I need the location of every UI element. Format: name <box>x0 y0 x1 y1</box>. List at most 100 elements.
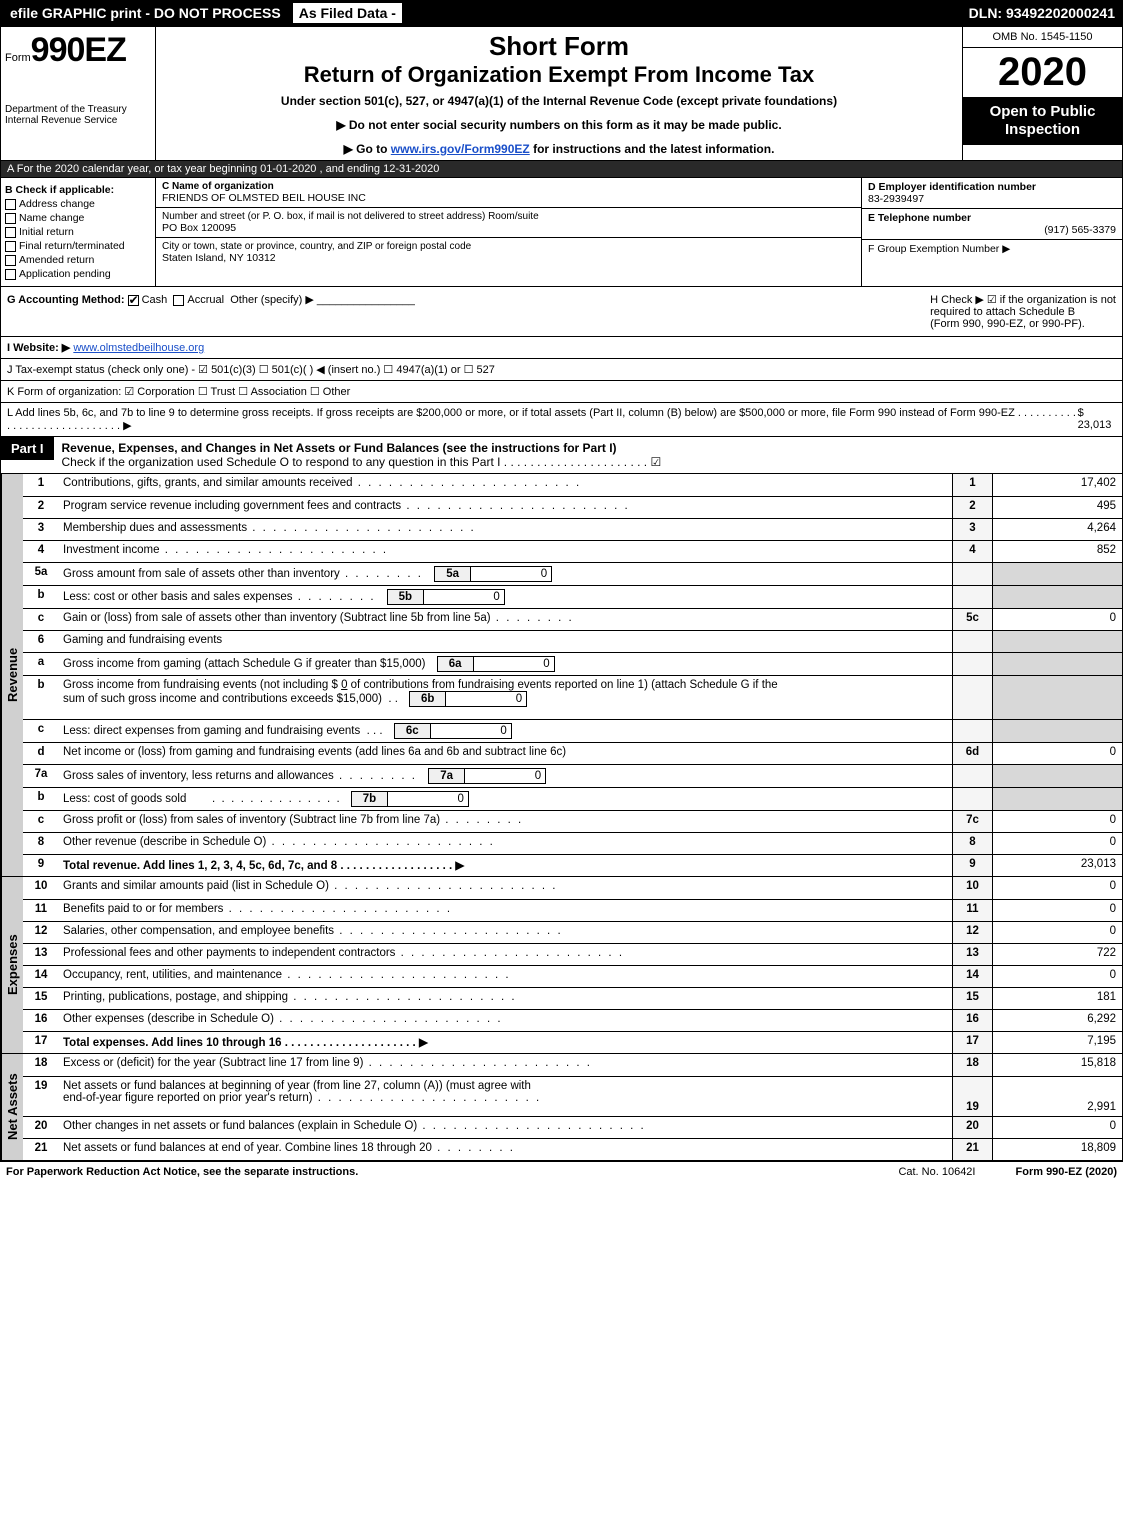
org-city: Staten Island, NY 10312 <box>162 252 855 264</box>
subtitle: Under section 501(c), 527, or 4947(a)(1)… <box>164 94 954 108</box>
ln: 8 <box>23 833 59 854</box>
org-address: PO Box 120095 <box>162 222 855 234</box>
amt-gray <box>992 788 1122 810</box>
line-6d: d Net income or (loss) from gaming and f… <box>23 742 1122 764</box>
desc: Professional fees and other payments to … <box>59 944 952 965</box>
line-2: 2 Program service revenue including gove… <box>23 496 1122 518</box>
desc: Other expenses (describe in Schedule O) <box>59 1010 952 1031</box>
cb-label: Initial return <box>19 226 74 238</box>
desc: Excess or (deficit) for the year (Subtra… <box>59 1054 952 1076</box>
line-9: 9 Total revenue. Add lines 1, 2, 3, 4, 5… <box>23 854 1122 876</box>
boxnum: 4 <box>952 541 992 562</box>
amt-gray <box>992 586 1122 608</box>
desc-text: Less: cost or other basis and sales expe… <box>63 591 376 603</box>
l-text: L Add lines 5b, 6c, and 7b to line 9 to … <box>7 407 1078 432</box>
group-exemption-row: F Group Exemption Number ▶ <box>862 240 1122 258</box>
ln: 21 <box>23 1139 59 1160</box>
6b-line1: Gross income from fundraising events (no… <box>63 679 948 691</box>
desc: Gain or (loss) from sale of assets other… <box>59 609 952 630</box>
boxnum-gray <box>952 631 992 652</box>
org-name: FRIENDS OF OLMSTED BEIL HOUSE INC <box>162 192 855 204</box>
amt: 181 <box>992 988 1122 1009</box>
expenses-label: Expenses <box>1 877 23 1053</box>
line-7b: b Less: cost of goods sold . . . . . . .… <box>23 787 1122 810</box>
boxnum: 14 <box>952 966 992 987</box>
footer-left: For Paperwork Reduction Act Notice, see … <box>6 1166 358 1178</box>
short-form-title: Short Form <box>164 31 954 62</box>
form-word: Form <box>5 52 31 64</box>
boxnum: 20 <box>952 1117 992 1138</box>
boxnum: 3 <box>952 519 992 540</box>
desc: Grants and similar amounts paid (list in… <box>59 877 952 899</box>
cb-accrual[interactable] <box>173 295 184 306</box>
cb-final-return[interactable]: Final return/terminated <box>5 240 151 252</box>
desc: Net assets or fund balances at end of ye… <box>59 1139 952 1160</box>
ein-row: D Employer identification number 83-2939… <box>862 178 1122 209</box>
boxnum: 17 <box>952 1032 992 1053</box>
line-3: 3 Membership dues and assessments 3 4,26… <box>23 518 1122 540</box>
line-20: 20 Other changes in net assets or fund b… <box>23 1116 1122 1138</box>
line-16: 16 Other expenses (describe in Schedule … <box>23 1009 1122 1031</box>
line-19: 19 Net assets or fund balances at beginn… <box>23 1076 1122 1116</box>
cb-name-change[interactable]: Name change <box>5 212 151 224</box>
line-8: 8 Other revenue (describe in Schedule O)… <box>23 832 1122 854</box>
cb-label: Name change <box>19 212 84 224</box>
boxnum-gray <box>952 586 992 608</box>
expenses-section: Expenses 10 Grants and similar amounts p… <box>1 877 1122 1054</box>
boxnum: 2 <box>952 497 992 518</box>
ln: 6 <box>23 631 59 652</box>
amt-gray <box>992 631 1122 652</box>
accounting-left: G Accounting Method: Cash Accrual Other … <box>7 293 415 330</box>
ib-label: 7a <box>429 769 465 783</box>
cb-label: Application pending <box>19 268 111 280</box>
desc: Gross income from gaming (attach Schedul… <box>59 653 952 675</box>
desc-bold: Total expenses. Add lines 10 through 16 … <box>63 1037 428 1049</box>
amt-gray <box>992 765 1122 787</box>
desc: Net assets or fund balances at beginning… <box>59 1077 952 1116</box>
ln: c <box>23 720 59 742</box>
ein-value: 83-2939497 <box>868 193 1116 205</box>
line-12: 12 Salaries, other compensation, and emp… <box>23 921 1122 943</box>
line-1: 1 Contributions, gifts, grants, and simi… <box>23 474 1122 496</box>
cb-cash[interactable] <box>128 295 139 306</box>
boxnum-gray <box>952 788 992 810</box>
ln: b <box>23 586 59 608</box>
desc: Investment income <box>59 541 952 562</box>
ln: 12 <box>23 922 59 943</box>
line-14: 14 Occupancy, rent, utilities, and maint… <box>23 965 1122 987</box>
ln: 11 <box>23 900 59 921</box>
omb-number: OMB No. 1545-1150 <box>963 27 1122 48</box>
boxnum: 13 <box>952 944 992 965</box>
ln: d <box>23 743 59 764</box>
ib-label: 7b <box>352 792 388 806</box>
desc: Benefits paid to or for members <box>59 900 952 921</box>
return-title: Return of Organization Exempt From Incom… <box>164 62 954 88</box>
desc: Less: direct expenses from gaming and fu… <box>59 720 952 742</box>
amt: 0 <box>992 743 1122 764</box>
amt: 495 <box>992 497 1122 518</box>
irs-link[interactable]: www.irs.gov/Form990EZ <box>391 142 530 156</box>
ln: c <box>23 609 59 630</box>
cb-label: Amended return <box>19 254 94 266</box>
ib-val: 0 <box>465 769 545 783</box>
cb-initial-return[interactable]: Initial return <box>5 226 151 238</box>
boxnum: 1 <box>952 474 992 496</box>
cb-amended-return[interactable]: Amended return <box>5 254 151 266</box>
desc: Gross sales of inventory, less returns a… <box>59 765 952 787</box>
irs-label: Internal Revenue Service <box>5 115 151 126</box>
amt-gray <box>992 653 1122 675</box>
ln: a <box>23 653 59 675</box>
row-i-website: I Website: ▶ www.olmstedbeilhouse.org <box>1 337 1122 359</box>
org-name-row: C Name of organization FRIENDS OF OLMSTE… <box>156 178 861 208</box>
cb-label: Address change <box>19 198 95 210</box>
ln: 9 <box>23 855 59 876</box>
cb-address-change[interactable]: Address change <box>5 198 151 210</box>
website-link[interactable]: www.olmstedbeilhouse.org <box>73 342 204 354</box>
open-public-badge: Open to Public Inspection <box>963 97 1122 145</box>
boxnum-gray <box>952 720 992 742</box>
boxnum-gray <box>952 563 992 585</box>
boxnum-gray <box>952 676 992 719</box>
amt: 722 <box>992 944 1122 965</box>
cb-application-pending[interactable]: Application pending <box>5 268 151 280</box>
boxnum: 15 <box>952 988 992 1009</box>
